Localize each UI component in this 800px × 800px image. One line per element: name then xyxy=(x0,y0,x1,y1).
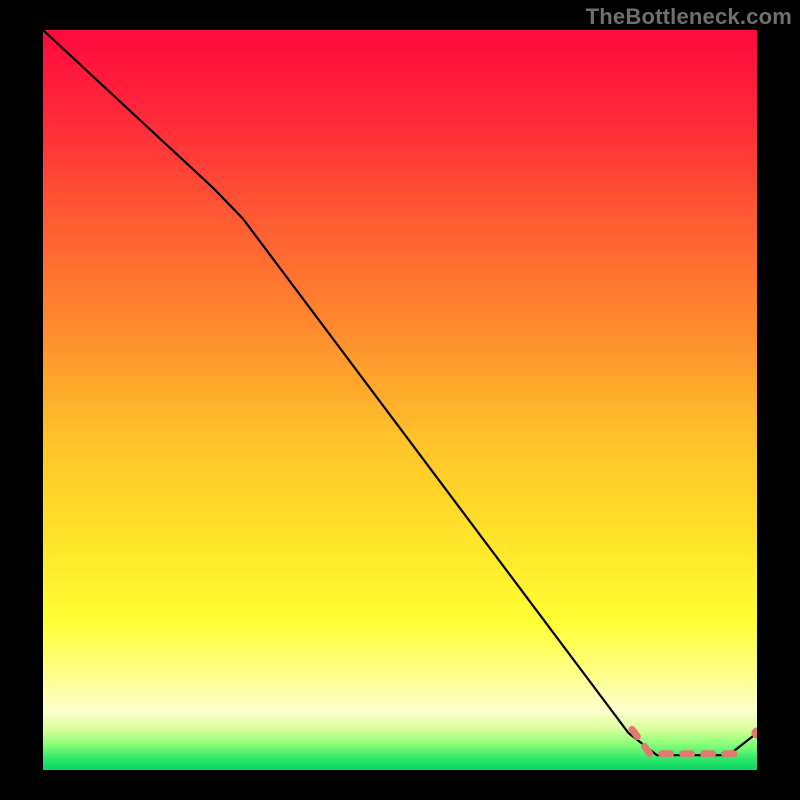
watermark-text: TheBottleneck.com xyxy=(586,4,792,30)
main-line xyxy=(43,30,757,755)
plot-area xyxy=(43,30,757,770)
chart-root: TheBottleneck.com xyxy=(0,0,800,800)
line-overlay xyxy=(43,30,757,770)
highlight-line xyxy=(632,729,736,753)
